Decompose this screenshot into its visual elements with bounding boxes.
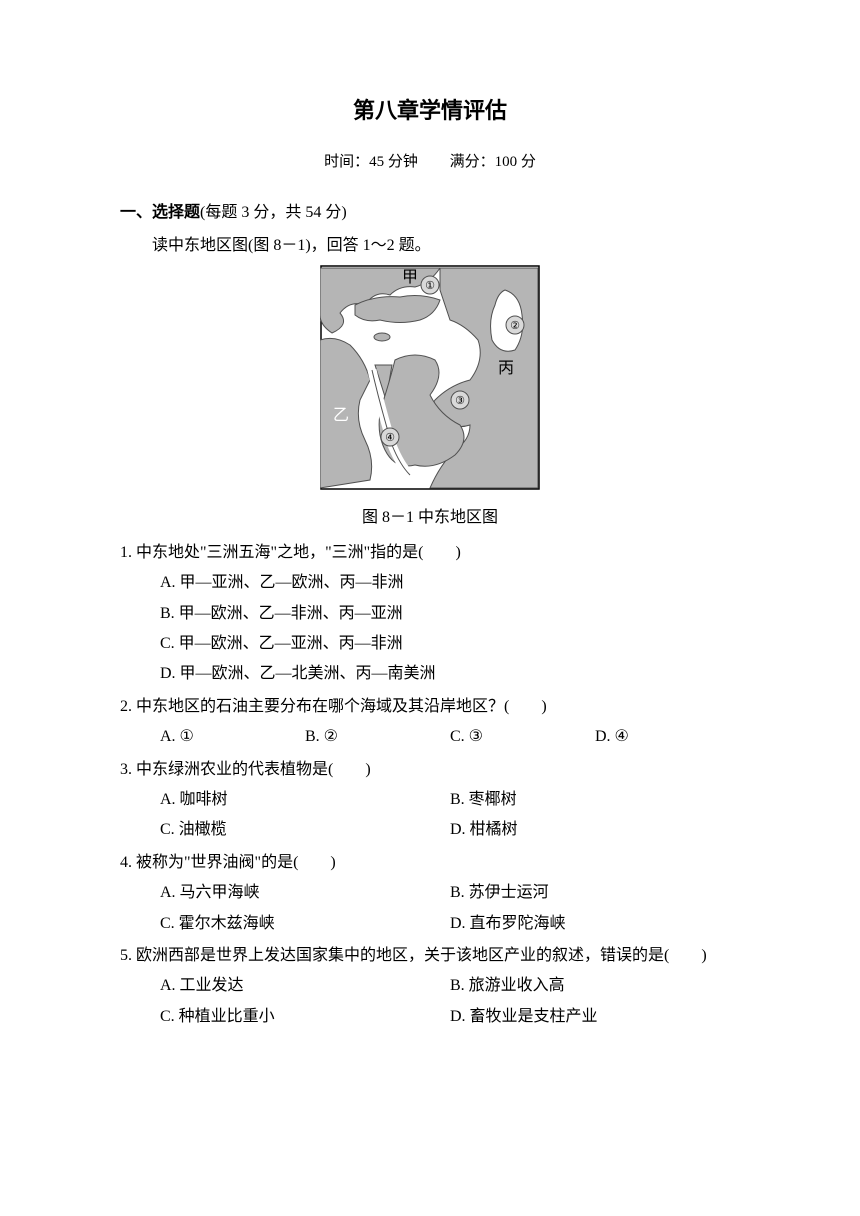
q4-stem: 4. 被称为"世界油阀"的是( ) <box>120 848 740 878</box>
map-label-yi: 乙 <box>333 407 349 424</box>
q2-opt-d: D. ④ <box>595 722 740 752</box>
q3-opt-a: A. 咖啡树 <box>160 785 450 815</box>
q2-opt-c: C. ③ <box>450 722 595 752</box>
section-heading-rest: (每题 3 分，共 54 分) <box>200 204 347 221</box>
map-label-3: ③ <box>455 395 465 407</box>
q5-opt-c: C. 种植业比重小 <box>160 1002 450 1032</box>
map-label-bing: 丙 <box>498 360 514 377</box>
q4-opt-d: D. 直布罗陀海峡 <box>450 909 740 939</box>
q1-stem: 1. 中东地处"三洲五海"之地，"三洲"指的是( ) <box>120 538 740 568</box>
map-label-1: ① <box>425 280 435 292</box>
q2-stem: 2. 中东地区的石油主要分布在哪个海域及其沿岸地区？( ) <box>120 692 740 722</box>
map-label-2: ② <box>510 320 520 332</box>
question-3: 3. 中东绿洲农业的代表植物是( ) A. 咖啡树 B. 枣椰树 C. 油橄榄 … <box>120 755 740 846</box>
q4-opt-c: C. 霍尔木兹海峡 <box>160 909 450 939</box>
q1-opt-c: C. 甲—欧洲、乙—亚洲、丙—非洲 <box>160 629 740 659</box>
q4-opt-b: B. 苏伊士运河 <box>450 878 740 908</box>
section-heading-bold: 一、选择题 <box>120 204 200 221</box>
map-figure: ① ② ③ ④ 甲 乙 丙 <box>120 265 740 501</box>
q5-opt-a: A. 工业发达 <box>160 971 450 1001</box>
section-heading: 一、选择题(每题 3 分，共 54 分) <box>120 198 740 228</box>
q2-opt-b: B. ② <box>305 722 450 752</box>
q5-opt-b: B. 旅游业收入高 <box>450 971 740 1001</box>
question-2: 2. 中东地区的石油主要分布在哪个海域及其沿岸地区？( ) A. ① B. ② … <box>120 692 740 753</box>
page-title: 第八章学情评估 <box>120 90 740 132</box>
q4-opt-a: A. 马六甲海峡 <box>160 878 450 908</box>
q5-stem: 5. 欧洲西部是世界上发达国家集中的地区，关于该地区产业的叙述，错误的是( ) <box>120 941 740 971</box>
q2-opt-a: A. ① <box>160 722 305 752</box>
q1-opt-d: D. 甲—欧洲、乙—北美洲、丙—南美洲 <box>160 659 740 689</box>
exam-time: 时间：45 分钟 <box>324 154 418 170</box>
question-5: 5. 欧洲西部是世界上发达国家集中的地区，关于该地区产业的叙述，错误的是( ) … <box>120 941 740 1032</box>
map-label-jia: 甲 <box>402 269 418 286</box>
q5-opt-d: D. 畜牧业是支柱产业 <box>450 1002 740 1032</box>
figure-caption: 图 8－1 中东地区图 <box>120 503 740 533</box>
exam-meta: 时间：45 分钟 满分：100 分 <box>120 148 740 177</box>
question-4: 4. 被称为"世界油阀"的是( ) A. 马六甲海峡 B. 苏伊士运河 C. 霍… <box>120 848 740 939</box>
exam-score: 满分：100 分 <box>450 154 536 170</box>
question-1: 1. 中东地处"三洲五海"之地，"三洲"指的是( ) A. 甲—亚洲、乙—欧洲、… <box>120 538 740 690</box>
q3-opt-b: B. 枣椰树 <box>450 785 740 815</box>
q3-stem: 3. 中东绿洲农业的代表植物是( ) <box>120 755 740 785</box>
q3-opt-c: C. 油橄榄 <box>160 815 450 845</box>
q1-opt-b: B. 甲—欧洲、乙—非洲、丙—亚洲 <box>160 599 740 629</box>
map-label-4: ④ <box>385 432 395 444</box>
question-intro: 读中东地区图(图 8－1)，回答 1～2 题。 <box>152 231 740 261</box>
q1-opt-a: A. 甲—亚洲、乙—欧洲、丙—非洲 <box>160 568 740 598</box>
q3-opt-d: D. 柑橘树 <box>450 815 740 845</box>
